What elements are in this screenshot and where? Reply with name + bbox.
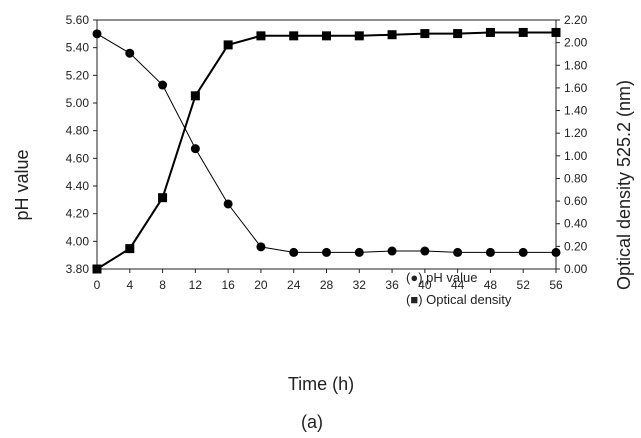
x-tick-label: 4	[126, 278, 133, 292]
x-tick-label: 0	[94, 278, 101, 292]
data-point-square	[518, 27, 528, 37]
x-axis-ticks: 0 4 8 12 16 20 24 28 32 36 40 44 48 52 56	[94, 269, 563, 292]
data-point-circle	[485, 247, 495, 257]
data-point-square	[453, 29, 463, 39]
data-point-circle	[551, 247, 561, 257]
right-tick-label: 1.40	[564, 104, 588, 118]
legend: (●) pH value(■) Optical density	[406, 270, 512, 307]
data-point-circle	[420, 246, 430, 256]
x-tick-label: 28	[320, 278, 334, 292]
data-point-circle	[387, 246, 397, 256]
right-tick-label: 2.00	[564, 36, 588, 50]
legend-paren: (	[406, 292, 411, 307]
series-layer	[92, 27, 561, 274]
data-point-circle	[453, 247, 463, 257]
x-tick-label: 20	[254, 278, 268, 292]
x-tick-label: 8	[159, 278, 166, 292]
left-tick-label: 4.40	[66, 179, 90, 193]
data-point-circle	[190, 144, 200, 154]
data-point-square	[223, 40, 233, 50]
left-axis-title: pH value	[12, 149, 32, 220]
left-tick-label: 3.80	[66, 262, 90, 276]
series-optical-density	[92, 27, 561, 274]
legend-label: Optical density	[426, 292, 512, 307]
x-tick-label: 24	[287, 278, 301, 292]
figure-caption: (a)	[301, 412, 323, 432]
right-tick-label: 0.60	[564, 194, 588, 208]
data-point-square	[125, 244, 135, 254]
data-point-circle	[125, 48, 135, 58]
data-point-circle	[518, 247, 528, 257]
right-tick-label: 1.80	[564, 58, 588, 72]
data-point-circle	[289, 247, 299, 257]
data-point-square	[354, 31, 364, 41]
left-axis-ticks: 3.80 4.00 4.20 4.40 4.60 4.80 5.00 5.20 5.40 5.60	[66, 13, 97, 276]
legend-paren: (	[406, 270, 411, 285]
right-tick-label: 0.40	[564, 217, 588, 231]
x-tick-label: 16	[221, 278, 235, 292]
right-tick-label: 1.60	[564, 81, 588, 95]
legend-entry: (●) pH value	[406, 270, 477, 285]
plot-frame	[96, 19, 557, 270]
x-axis-title: Time (h)	[288, 374, 354, 394]
legend-label: pH value	[426, 270, 477, 285]
data-point-square	[485, 27, 495, 37]
legend-paren: )	[418, 270, 426, 285]
x-tick-label: 44	[451, 278, 465, 292]
left-tick-label: 5.20	[66, 68, 90, 82]
x-tick-label: 12	[189, 278, 203, 292]
left-tick-label: 4.20	[66, 207, 90, 221]
data-point-circle	[223, 199, 233, 209]
data-point-square	[420, 29, 430, 39]
series-line	[96, 31, 556, 270]
right-tick-label: 0.80	[564, 171, 588, 185]
data-point-square	[289, 31, 299, 41]
data-point-square	[92, 264, 102, 274]
series-line	[96, 33, 556, 253]
x-tick-label: 52	[517, 278, 531, 292]
legend-entry: (■) Optical density	[406, 292, 512, 307]
data-point-square	[551, 27, 561, 37]
data-point-circle	[158, 80, 168, 90]
x-tick-label: 56	[549, 278, 563, 292]
left-tick-label: 5.60	[66, 13, 90, 27]
left-tick-label: 5.00	[66, 96, 90, 110]
right-axis-ticks: 0.00 0.20 0.40 0.60 0.80 1.00 1.20 1.40 1.60 1.80…	[556, 13, 588, 276]
legend-marker-square-icon: ■	[410, 292, 418, 307]
x-tick-label: 40	[418, 278, 432, 292]
left-tick-label: 5.40	[66, 41, 90, 55]
data-point-square	[322, 31, 331, 41]
x-tick-label: 32	[353, 278, 367, 292]
data-point-square	[190, 91, 200, 101]
series-ph-value	[92, 29, 561, 257]
data-point-square	[387, 30, 397, 40]
x-tick-label: 36	[385, 278, 399, 292]
data-point-circle	[256, 242, 266, 252]
data-point-square	[158, 193, 168, 203]
data-point-circle	[354, 247, 364, 257]
legend-paren: )	[418, 292, 426, 307]
right-tick-label: 1.00	[564, 149, 588, 163]
legend-marker-circle-icon: ●	[410, 270, 418, 285]
left-tick-label: 4.80	[66, 124, 90, 138]
right-axis-title: Optical density 525.2 (nm)	[614, 80, 634, 290]
right-tick-label: 0.00	[564, 262, 588, 276]
x-tick-label: 48	[484, 278, 498, 292]
left-tick-label: 4.60	[66, 151, 90, 165]
right-tick-label: 0.20	[564, 239, 588, 253]
plot-area-border	[96, 19, 557, 270]
right-tick-label: 1.20	[564, 126, 588, 140]
data-point-circle	[92, 29, 102, 39]
data-point-square	[256, 31, 266, 41]
data-point-circle	[322, 247, 331, 257]
right-tick-label: 2.20	[564, 13, 588, 27]
left-tick-label: 4.00	[66, 234, 90, 248]
